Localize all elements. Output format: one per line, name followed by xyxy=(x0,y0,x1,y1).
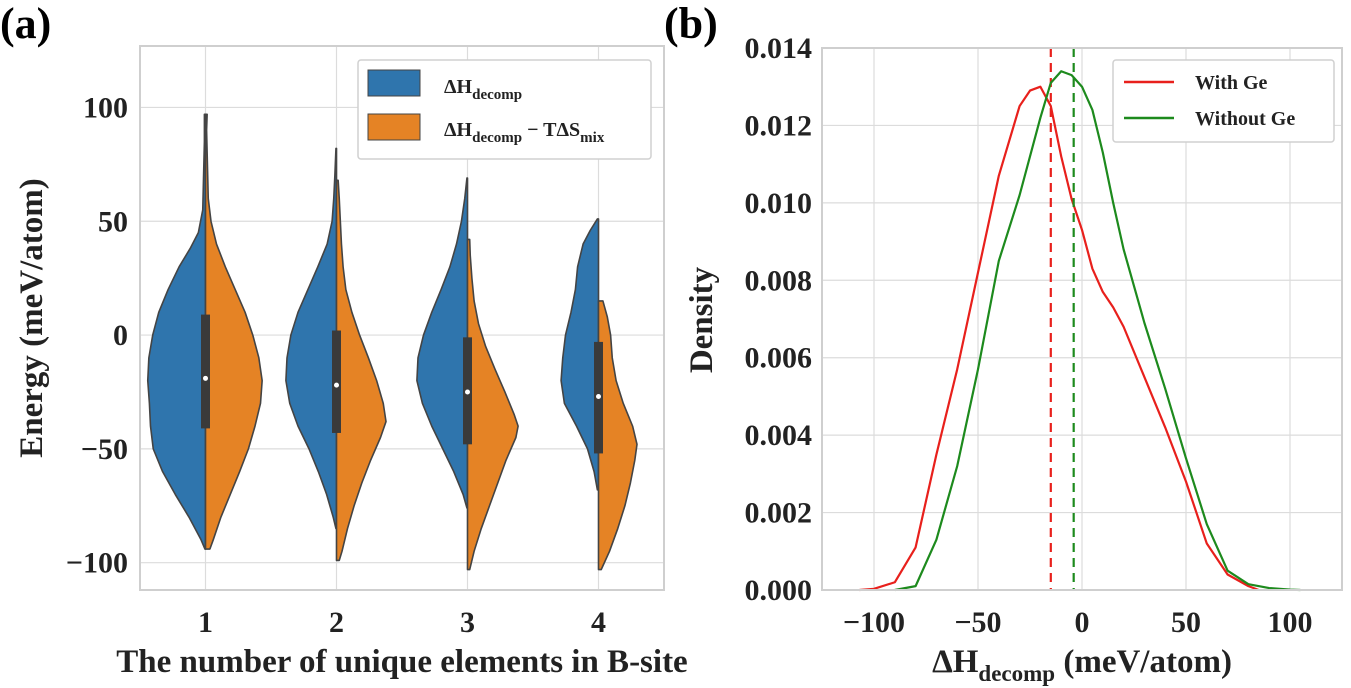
panel-b-lines xyxy=(859,48,1301,592)
violin-chart-panel: (a) −100 −50 0 50 100 1 2 3 4 Energy (meV/atom)… xyxy=(0,0,688,680)
legend-label-without-ge: Without Ge xyxy=(1195,108,1295,130)
panel-a-y-ticks: −100 −50 0 50 100 xyxy=(66,91,128,579)
panel-b-y-axis-label: Density xyxy=(684,266,720,373)
legend-label-decomp: ΔHdecomp xyxy=(444,76,522,103)
legend-decomp-main: ΔH xyxy=(444,76,473,98)
b-y-tick-label-4: 0.008 xyxy=(745,264,813,297)
violin-left-4 xyxy=(560,218,600,491)
b-y-tick-label-7: 0.014 xyxy=(745,32,813,65)
panel-a-y-axis-label: Energy (meV/atom) xyxy=(14,178,50,458)
x-label-rest: (meV/atom) xyxy=(1055,644,1232,680)
violin-right-4 xyxy=(597,300,638,571)
panel-b-x-ticks: −100 −50 0 50 100 xyxy=(843,606,1313,639)
x-label-main: ΔH xyxy=(932,644,979,680)
violin-median-4 xyxy=(596,394,601,400)
violin-left-2 xyxy=(285,147,338,530)
b-y-tick-label-1: 0.002 xyxy=(745,497,813,530)
violin-right-1 xyxy=(204,113,263,550)
panel-a-x-ticks: 1 2 3 4 xyxy=(198,606,606,639)
panel-a-legend: ΔHdecomp ΔHdecomp − TΔSmix xyxy=(357,59,652,160)
violin-median-3 xyxy=(465,389,470,395)
legend-frame xyxy=(357,59,652,160)
x-label-sub: decomp xyxy=(978,661,1055,686)
panel-b-label: (b) xyxy=(664,0,718,48)
panel-b-y-ticks: 0.000 0.002 0.004 0.006 0.008 0.010 0.012 0.014 xyxy=(745,32,813,607)
x-tick-label-3: 4 xyxy=(591,606,606,639)
x-tick-label-0: 1 xyxy=(198,606,213,639)
y-tick-label-3: 50 xyxy=(98,205,128,238)
panel-a-frame xyxy=(139,45,665,591)
legend-swatch-mix xyxy=(367,113,421,141)
y-tick-label-0: −100 xyxy=(66,547,128,580)
violin-box-2 xyxy=(332,330,341,433)
legend-mix-extra: − TΔS xyxy=(522,119,580,141)
density-chart-panel: (b) 0.0000.0020.0040.0060.0080.0100.0120… xyxy=(664,0,1343,686)
panel-a-violins xyxy=(146,113,638,571)
x-tick-label-2: 3 xyxy=(460,606,475,639)
b-y-tick-label-3: 0.006 xyxy=(745,342,813,375)
violin-box-1 xyxy=(201,314,210,429)
violin-median-2 xyxy=(334,382,339,388)
b-x-tick-label-0: −100 xyxy=(843,606,905,639)
violin-right-3 xyxy=(466,238,519,571)
x-tick-label-1: 2 xyxy=(329,606,344,639)
b-y-tick-label-0: 0.000 xyxy=(745,574,813,607)
legend-label-with-ge: With Ge xyxy=(1195,72,1268,94)
b-x-tick-label-2: 0 xyxy=(1075,606,1090,639)
legend-swatch-decomp xyxy=(367,69,421,97)
b-y-tick-label-6: 0.012 xyxy=(745,109,813,142)
legend-decomp-sub: decomp xyxy=(472,87,522,103)
y-tick-label-1: −50 xyxy=(81,433,128,466)
y-tick-label-2: 0 xyxy=(113,319,128,352)
density-line-0 xyxy=(859,85,1260,592)
density-line-1 xyxy=(894,70,1301,592)
legend-mix-extra-sub: mix xyxy=(580,130,605,146)
legend-mix-sub: decomp xyxy=(472,130,522,146)
legend-frame-b xyxy=(1112,59,1335,143)
b-y-tick-label-5: 0.010 xyxy=(745,187,813,220)
violin-right-2 xyxy=(335,179,387,562)
legend-label-mix: ΔHdecomp − TΔSmix xyxy=(444,119,605,146)
panel-b-frame xyxy=(821,47,1343,591)
b-x-tick-label-4: 100 xyxy=(1268,606,1313,639)
panel-b-x-axis-label: ΔHdecomp (meV/atom) xyxy=(932,644,1232,686)
violin-median-1 xyxy=(203,375,208,381)
y-tick-label-4: 100 xyxy=(83,91,128,124)
violin-left-3 xyxy=(416,177,469,509)
b-x-tick-label-1: −50 xyxy=(954,606,1001,639)
panel-b-legend: With Ge Without Ge xyxy=(1112,59,1335,143)
panel-a-x-axis-label: The number of unique elements in B-site xyxy=(116,644,687,680)
b-x-tick-label-3: 50 xyxy=(1171,606,1201,639)
b-y-tick-label-2: 0.004 xyxy=(745,419,813,452)
legend-mix-main: ΔH xyxy=(444,119,473,141)
panel-a-label: (a) xyxy=(0,0,51,48)
violin-left-1 xyxy=(146,113,207,550)
